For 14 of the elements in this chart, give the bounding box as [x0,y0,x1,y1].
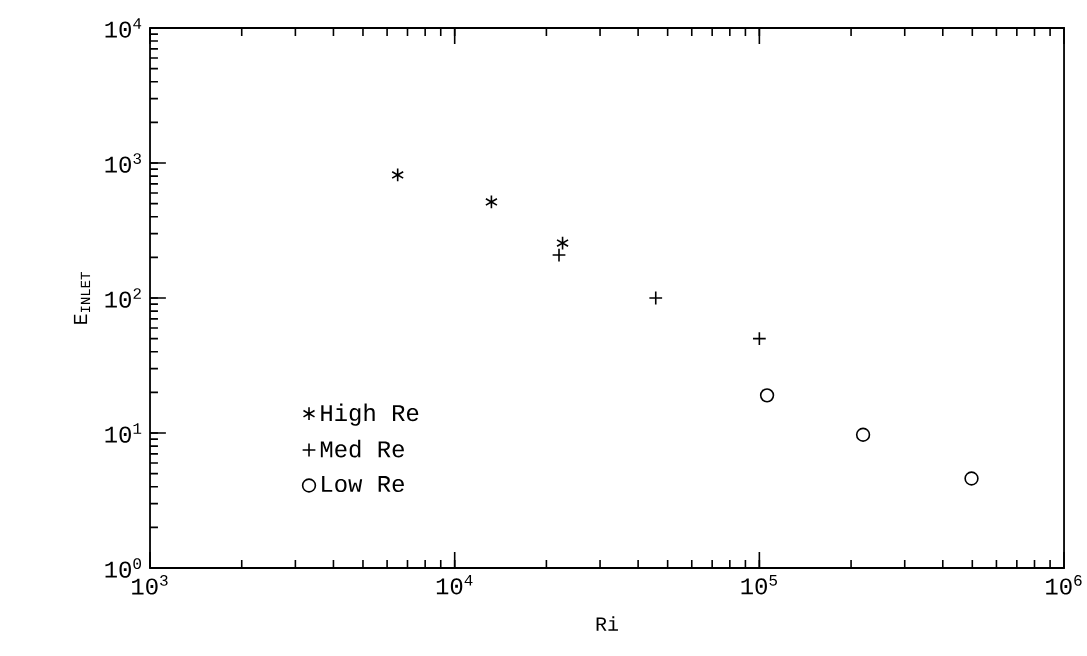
y-tick-label: 10$^{0}$ [105,558,141,578]
x-axis-title: Ri [596,616,618,631]
legend-label: Med Re [320,439,404,458]
x-tick-label: 10$^{5}$ [741,575,777,595]
x-tick-label: 10$^{4}$ [436,575,473,595]
legend-label: Low Re [322,476,404,493]
y-axis-title: E$_{INLET}$ [73,272,91,324]
x-tick-label: 10$^{3}$ [132,575,168,595]
y-tick-label: 10$^{3}$ [105,153,141,173]
legend-label: High Re [321,403,419,426]
y-tick-label: 10$^{1}$ [105,423,142,443]
y-tick-label: 10$^{2}$ [105,288,141,308]
x-tick-label: 10$^{6}$ [1046,575,1082,595]
y-tick-label: 10$^{4}$ [105,18,142,38]
